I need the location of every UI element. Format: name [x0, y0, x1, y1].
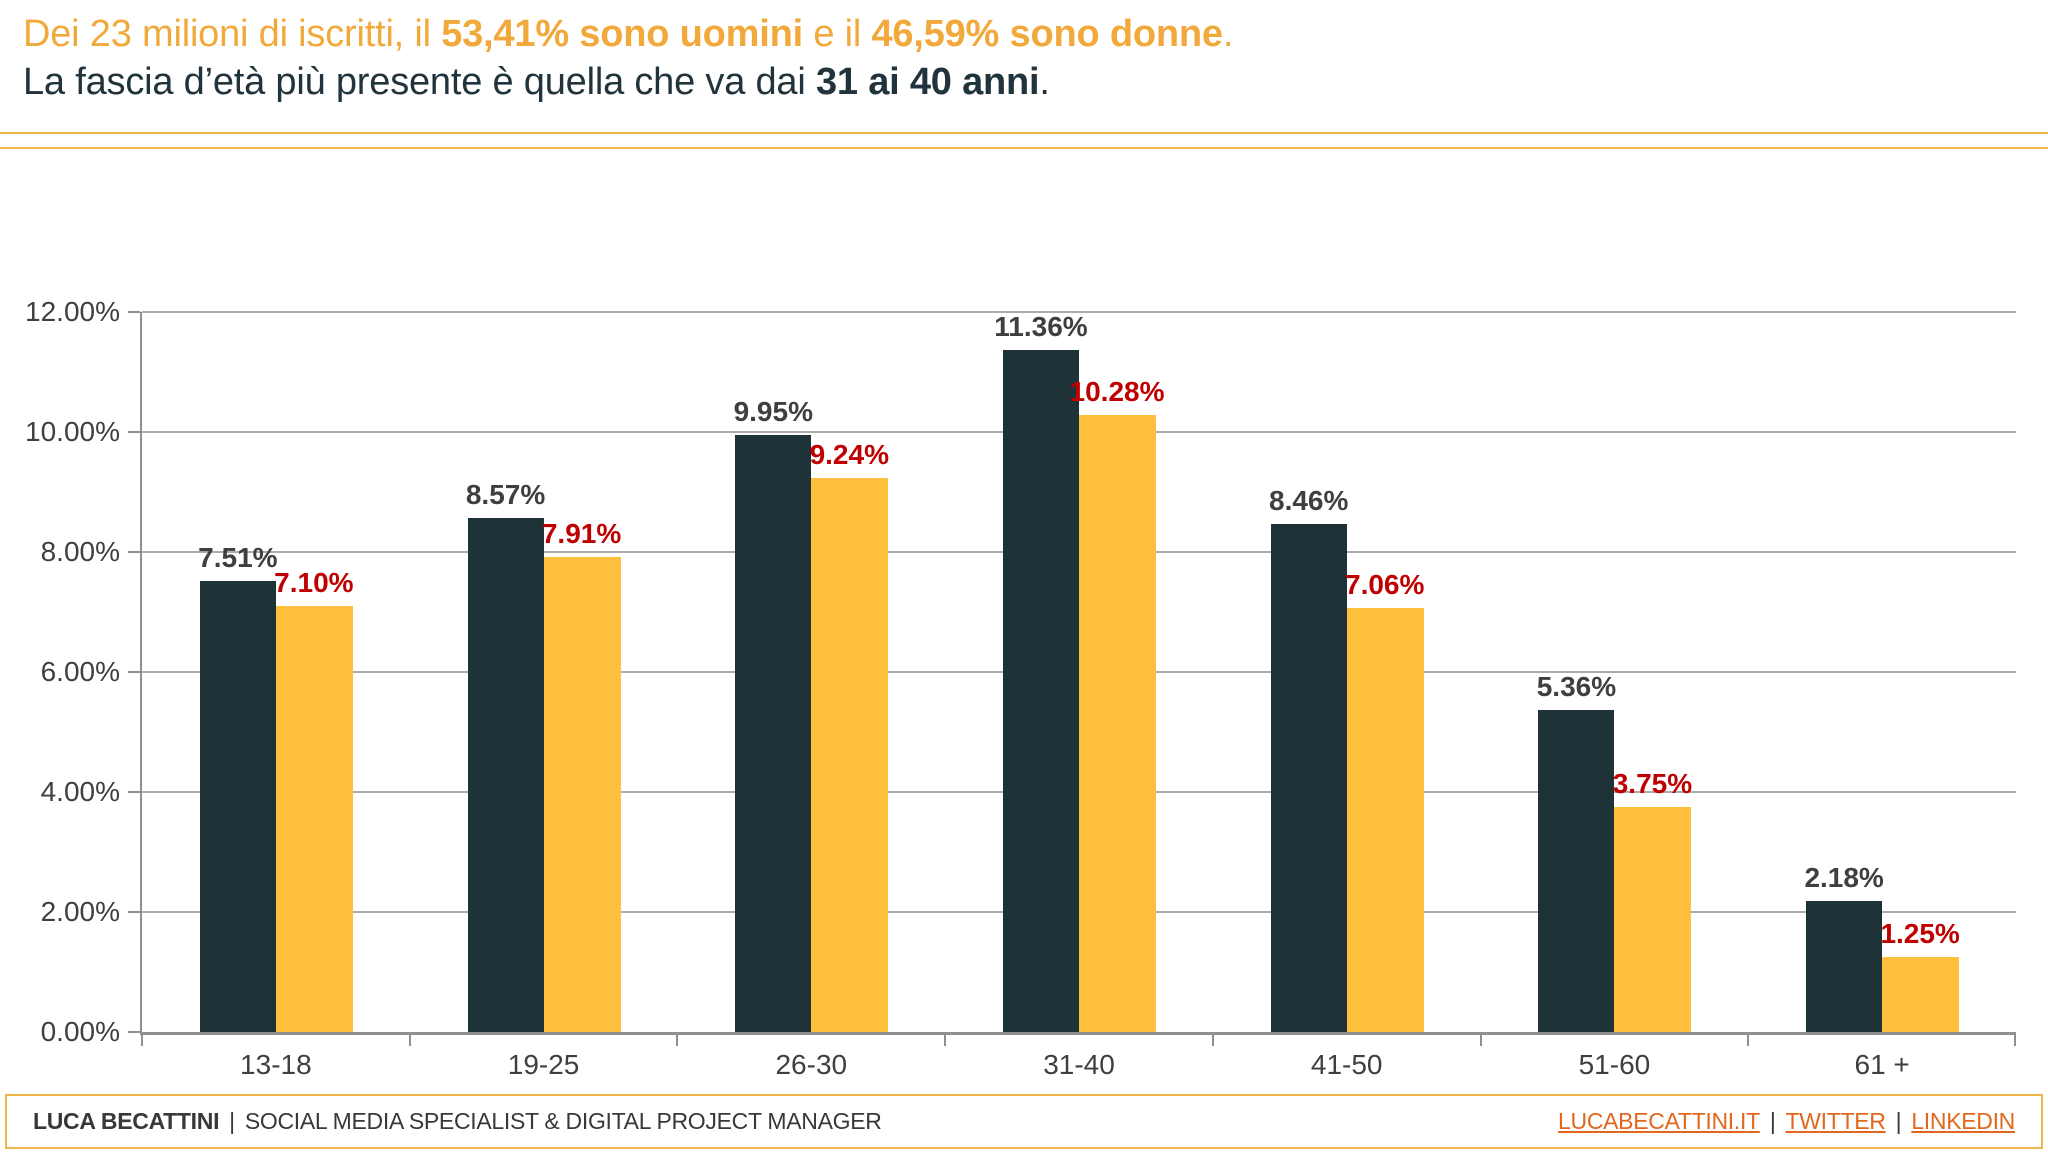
- header-line1-women-stat: 46,59% sono donne: [871, 13, 1223, 55]
- y-axis-tick: [128, 311, 140, 313]
- bar-uomini-26-30: [735, 435, 812, 1032]
- footer-separator: |: [1895, 1108, 1902, 1134]
- x-axis-category-label: 61 +: [1854, 1049, 1910, 1080]
- x-axis-category-label: 41-50: [1310, 1049, 1383, 1080]
- footer-separator: |: [1769, 1108, 1776, 1134]
- bar-donne-31-40: [1079, 415, 1156, 1032]
- value-label-uomini-51-60: 5.36%: [1536, 671, 1617, 702]
- x-axis-category-label: 31-40: [1043, 1049, 1115, 1080]
- header: Dei 23 milioni di iscritti, il 53,41% so…: [23, 10, 1233, 106]
- bar-uomini-19-25: [467, 518, 544, 1032]
- value-label-uomini-19-25: 8.57%: [465, 479, 546, 510]
- bar-uomini-13-18: [199, 581, 276, 1032]
- y-axis-tick-label: 0.00%: [40, 1016, 120, 1047]
- x-axis-tick: [676, 1032, 679, 1046]
- header-line-1: Dei 23 milioni di iscritti, il 53,41% so…: [23, 10, 1233, 58]
- value-label-uomini-61+: 2.18%: [1804, 862, 1884, 893]
- x-axis-category-label: 19-25: [507, 1049, 580, 1080]
- x-axis-tick: [1747, 1032, 1750, 1046]
- header-line2-age-range: 31 ai 40 anni: [815, 61, 1040, 103]
- header-divider-line-bottom: [0, 147, 2048, 149]
- x-axis-tick: [1479, 1032, 1482, 1046]
- value-label-uomini-31-40: 11.36%: [994, 311, 1088, 342]
- bar-donne-26-30: [811, 478, 889, 1032]
- x-axis-category-label: 51-60: [1578, 1049, 1651, 1080]
- y-axis-tick: [128, 1031, 140, 1033]
- header-line2-text: .: [1039, 61, 1050, 103]
- value-label-donne-61+: 1.25%: [1880, 918, 1960, 949]
- header-line1-men-stat: 53,41% sono uomini: [441, 13, 803, 55]
- x-axis-tick: [408, 1032, 411, 1046]
- value-label-donne-13-18: 7.10%: [274, 567, 354, 598]
- y-axis-tick-label: 8.00%: [40, 536, 120, 567]
- value-label-donne-31-40: 10.28%: [1069, 376, 1165, 407]
- footer-author-role: SOCIAL MEDIA SPECIALIST & DIGITAL PROJEC…: [244, 1108, 882, 1134]
- value-label-uomini-41-50: 8.46%: [1269, 485, 1349, 516]
- bar-donne-41-50: [1346, 608, 1424, 1032]
- x-axis-tick: [2014, 1032, 2016, 1046]
- bar-uomini-41-50: [1270, 524, 1347, 1032]
- bar-chart-plot-area: 12.00% 10.00% 8.00% 6.00% 4.00% 2.00% 0.00% 7.5…: [25, 296, 2016, 1080]
- footer-author-name: LUCA BECATTINI: [33, 1108, 220, 1134]
- header-line-2: La fascia d’età più presente è quella ch…: [23, 58, 1233, 106]
- y-axis-tick-label: 6.00%: [40, 656, 120, 687]
- value-label-donne-41-50: 7.06%: [1345, 569, 1425, 600]
- footer-links: LUCABECATTINI.IT | TWITTER | LINKEDIN: [1558, 1108, 2015, 1135]
- header-divider-line-top: [0, 132, 2048, 134]
- value-label-uomini-13-18: 7.51%: [198, 542, 278, 573]
- header-line2-text: La fascia d’età più presente è quella ch…: [23, 61, 816, 103]
- bar-uomini-51-60: [1538, 710, 1615, 1032]
- footer-link-twitter[interactable]: TWITTER: [1785, 1108, 1886, 1134]
- header-line1-text: Dei 23 milioni di iscritti, il: [23, 13, 442, 55]
- header-line1-text: .: [1222, 13, 1234, 55]
- y-axis-tick-label: 10.00%: [25, 416, 120, 447]
- footer-link-website[interactable]: LUCABECATTINI.IT: [1558, 1108, 1760, 1134]
- y-axis-tick-label: 12.00%: [25, 296, 120, 327]
- footer-bar: LUCA BECATTINI | SOCIAL MEDIA SPECIALIST &…: [5, 1094, 2043, 1149]
- x-axis-tick: [141, 1032, 143, 1046]
- y-axis-tick: [128, 671, 140, 673]
- y-axis-tick-label: 4.00%: [40, 776, 120, 807]
- value-label-donne-19-25: 7.91%: [541, 518, 622, 549]
- footer-separator: |: [229, 1108, 235, 1134]
- y-axis-tick: [128, 431, 140, 433]
- header-line1-text: e il: [802, 13, 872, 55]
- bar-uomini-61+: [1806, 901, 1883, 1032]
- y-axis-tick: [128, 551, 140, 553]
- gridline: [142, 311, 2016, 313]
- x-axis-category-label: 13-18: [240, 1049, 312, 1080]
- bar-uomini-31-40: [1003, 350, 1079, 1032]
- y-axis-tick-label: 2.00%: [40, 896, 120, 927]
- value-label-donne-26-30: 9.24%: [809, 439, 889, 470]
- y-axis-tick: [128, 911, 140, 913]
- bar-donne-61+: [1882, 957, 1960, 1032]
- footer-link-linkedin[interactable]: LINKEDIN: [1911, 1108, 2015, 1134]
- bar-donne-13-18: [275, 606, 353, 1032]
- bar-donne-51-60: [1614, 807, 1692, 1032]
- bar-donne-19-25: [543, 557, 621, 1032]
- value-label-uomini-26-30: 9.95%: [733, 396, 813, 427]
- value-label-donne-51-60: 3.75%: [1612, 768, 1693, 799]
- x-axis-tick: [944, 1032, 947, 1046]
- x-axis-category-label: 26-30: [775, 1049, 848, 1080]
- x-axis-tick: [1211, 1032, 1214, 1046]
- footer-credit: LUCA BECATTINI | SOCIAL MEDIA SPECIALIST &…: [33, 1108, 882, 1135]
- y-axis-tick: [128, 791, 140, 793]
